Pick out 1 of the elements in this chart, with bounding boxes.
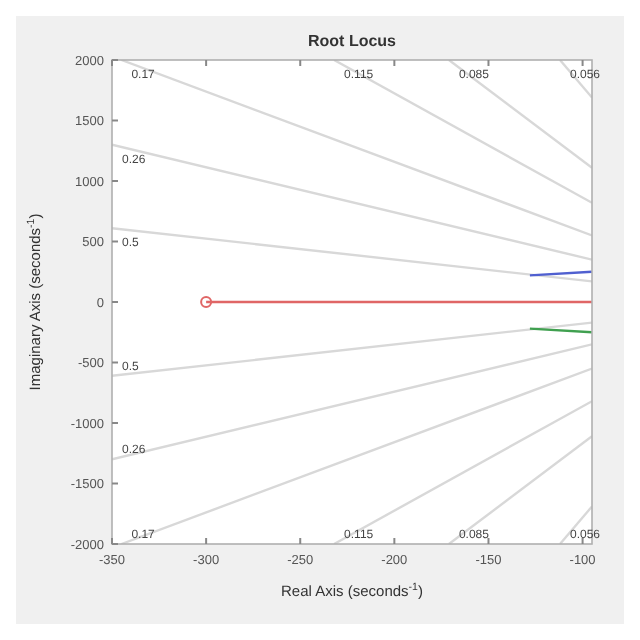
chart-title: Root Locus	[308, 32, 398, 50]
